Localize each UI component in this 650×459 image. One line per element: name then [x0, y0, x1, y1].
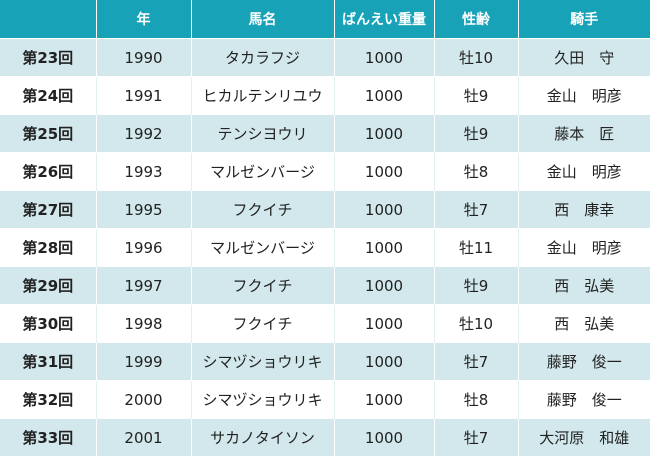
cell-year: 1997 — [95, 266, 191, 305]
table-row: 第32回 2000 シマヅショウリキ 1000 牡8 藤野 俊一 — [0, 380, 650, 419]
cell-horse-name: フクイチ — [190, 304, 334, 343]
cell-weight: 1000 — [333, 38, 434, 77]
table-row: 第31回 1999 シマヅショウリキ 1000 牡7 藤野 俊一 — [0, 342, 650, 381]
cell-jockey: 大河原 和雄 — [517, 418, 650, 456]
header-year: 年 — [95, 0, 191, 39]
cell-sex-age: 牡7 — [433, 418, 518, 456]
table-row: 第28回 1996 マルゼンバージ 1000 牡11 金山 明彦 — [0, 228, 650, 267]
table-row: 第33回 2001 サカノタイソン 1000 牡7 大河原 和雄 — [0, 418, 650, 456]
cell-sex-age: 牡8 — [433, 380, 518, 419]
cell-jockey: 西 弘美 — [517, 266, 650, 305]
header-row: 年 馬名 ばんえい重量 性齢 騎手 — [0, 0, 650, 39]
cell-weight: 1000 — [333, 190, 434, 229]
cell-jockey: 久田 守 — [517, 38, 650, 77]
header-weight: ばんえい重量 — [333, 0, 434, 39]
cell-race: 第27回 — [0, 190, 96, 229]
cell-weight: 1000 — [333, 228, 434, 267]
cell-sex-age: 牡10 — [433, 38, 518, 77]
cell-weight: 1000 — [333, 266, 434, 305]
cell-race: 第23回 — [0, 38, 96, 77]
cell-race: 第33回 — [0, 418, 96, 456]
header-horse-name: 馬名 — [190, 0, 334, 39]
cell-horse-name: ヒカルテンリユウ — [190, 76, 334, 115]
table-row: 第30回 1998 フクイチ 1000 牡10 西 弘美 — [0, 304, 650, 343]
cell-jockey: 西 弘美 — [517, 304, 650, 343]
cell-weight: 1000 — [333, 418, 434, 456]
cell-weight: 1000 — [333, 304, 434, 343]
table-row: 第27回 1995 フクイチ 1000 牡7 西 康幸 — [0, 190, 650, 229]
cell-horse-name: シマヅショウリキ — [190, 380, 334, 419]
cell-year: 1993 — [95, 152, 191, 191]
cell-jockey: 藤野 俊一 — [517, 342, 650, 381]
header-jockey: 騎手 — [517, 0, 650, 39]
cell-weight: 1000 — [333, 114, 434, 153]
cell-weight: 1000 — [333, 342, 434, 381]
cell-jockey: 金山 明彦 — [517, 228, 650, 267]
cell-sex-age: 牡9 — [433, 114, 518, 153]
header-sex-age: 性齢 — [433, 0, 518, 39]
cell-year: 1990 — [95, 38, 191, 77]
cell-year: 2000 — [95, 380, 191, 419]
cell-weight: 1000 — [333, 380, 434, 419]
table-row: 第25回 1992 テンシヨウリ 1000 牡9 藤本 匠 — [0, 114, 650, 153]
cell-jockey: 藤野 俊一 — [517, 380, 650, 419]
cell-sex-age: 牡9 — [433, 76, 518, 115]
table-body: 第23回 1990 タカラフジ 1000 牡10 久田 守第24回 1991 ヒカルテンリユウ… — [0, 38, 650, 456]
header-race — [0, 0, 96, 39]
cell-race: 第28回 — [0, 228, 96, 267]
cell-race: 第32回 — [0, 380, 96, 419]
cell-horse-name: サカノタイソン — [190, 418, 334, 456]
cell-jockey: 金山 明彦 — [517, 76, 650, 115]
cell-year: 1992 — [95, 114, 191, 153]
cell-weight: 1000 — [333, 76, 434, 115]
cell-horse-name: フクイチ — [190, 266, 334, 305]
cell-horse-name: マルゼンバージ — [190, 152, 334, 191]
cell-year: 1999 — [95, 342, 191, 381]
cell-sex-age: 牡7 — [433, 342, 518, 381]
cell-jockey: 西 康幸 — [517, 190, 650, 229]
cell-race: 第29回 — [0, 266, 96, 305]
cell-sex-age: 牡11 — [433, 228, 518, 267]
cell-race: 第30回 — [0, 304, 96, 343]
cell-sex-age: 牡8 — [433, 152, 518, 191]
cell-year: 1991 — [95, 76, 191, 115]
cell-horse-name: シマヅショウリキ — [190, 342, 334, 381]
cell-race: 第26回 — [0, 152, 96, 191]
cell-horse-name: フクイチ — [190, 190, 334, 229]
cell-race: 第25回 — [0, 114, 96, 153]
cell-horse-name: タカラフジ — [190, 38, 334, 77]
cell-race: 第31回 — [0, 342, 96, 381]
cell-jockey: 藤本 匠 — [517, 114, 650, 153]
cell-race: 第24回 — [0, 76, 96, 115]
table-row: 第24回 1991 ヒカルテンリユウ 1000 牡9 金山 明彦 — [0, 76, 650, 115]
cell-year: 2001 — [95, 418, 191, 456]
cell-year: 1998 — [95, 304, 191, 343]
cell-sex-age: 牡9 — [433, 266, 518, 305]
table-row: 第26回 1993 マルゼンバージ 1000 牡8 金山 明彦 — [0, 152, 650, 191]
cell-sex-age: 牡7 — [433, 190, 518, 229]
cell-year: 1995 — [95, 190, 191, 229]
cell-year: 1996 — [95, 228, 191, 267]
cell-weight: 1000 — [333, 152, 434, 191]
cell-sex-age: 牡10 — [433, 304, 518, 343]
table-row: 第23回 1990 タカラフジ 1000 牡10 久田 守 — [0, 38, 650, 77]
cell-horse-name: テンシヨウリ — [190, 114, 334, 153]
cell-jockey: 金山 明彦 — [517, 152, 650, 191]
cell-horse-name: マルゼンバージ — [190, 228, 334, 267]
table-row: 第29回 1997 フクイチ 1000 牡9 西 弘美 — [0, 266, 650, 305]
